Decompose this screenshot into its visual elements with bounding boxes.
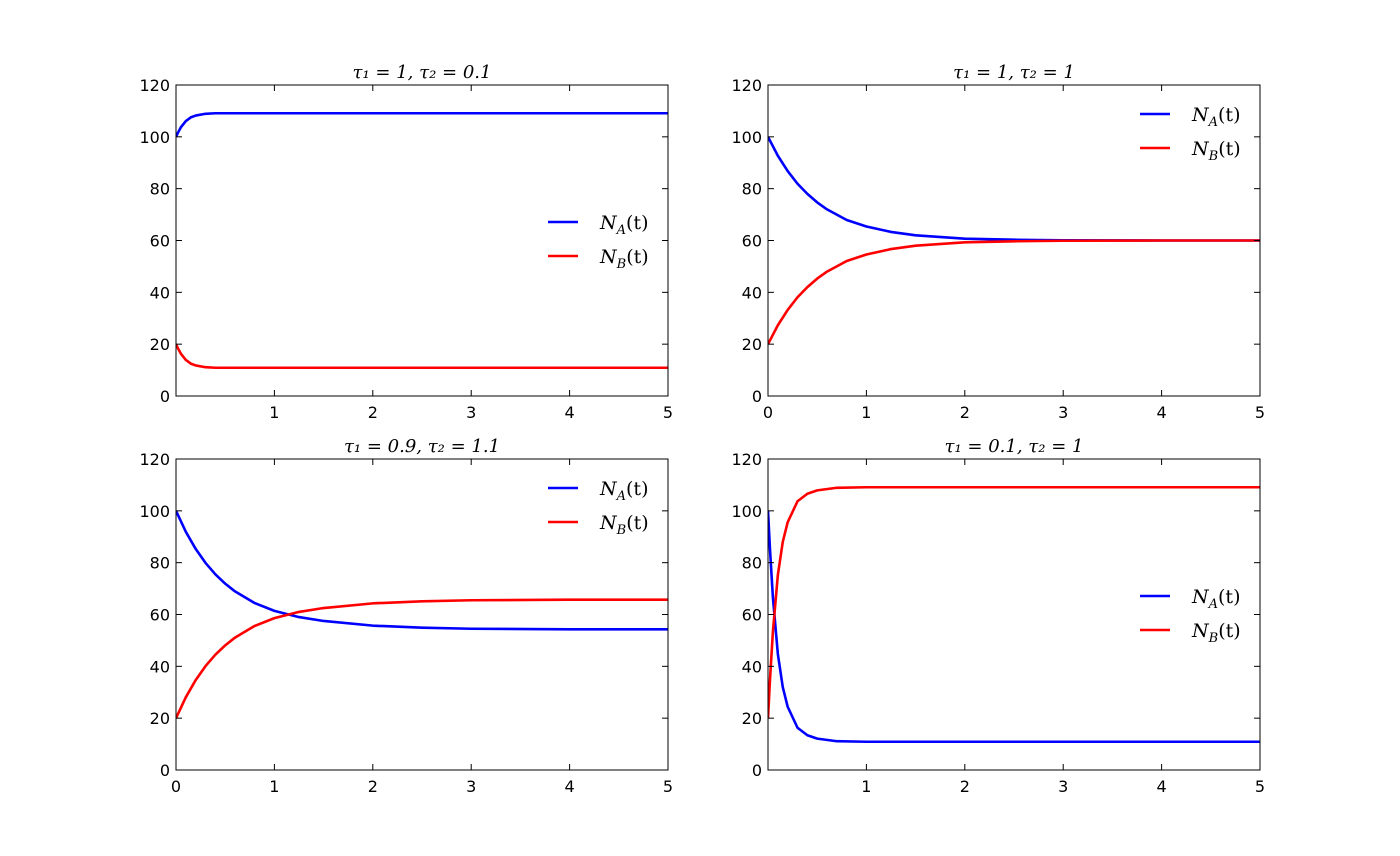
legend-label-na: NA(t) xyxy=(1191,104,1240,130)
y-tick-label: 40 xyxy=(150,283,170,302)
y-tick-label: 20 xyxy=(742,335,762,354)
series-line-nb xyxy=(176,598,668,719)
x-tick-label: 1 xyxy=(269,403,279,422)
y-tick-label: 60 xyxy=(742,606,762,625)
legend-label-nb: NB(t) xyxy=(599,512,649,538)
x-tick-label: 1 xyxy=(861,403,871,422)
y-tick-label: 0 xyxy=(752,761,762,780)
legend-label-na: NA(t) xyxy=(599,478,648,504)
y-tick-label: 20 xyxy=(150,709,170,728)
x-tick-label: 0 xyxy=(763,403,773,422)
subplot-4: τ₁ = 0.1, τ₂ = 1 1 2 3 4 5 0 20 40 60 80 100 120 NA(t… xyxy=(731,436,1265,796)
series-line-na xyxy=(176,510,668,631)
y-tick-label: 0 xyxy=(160,761,170,780)
y-tick-label: 120 xyxy=(731,450,762,469)
subplot-title: τ₁ = 1, τ₂ = 1 xyxy=(953,62,1075,83)
x-tick-label: 2 xyxy=(960,403,970,422)
x-tick-label: 5 xyxy=(1255,777,1265,796)
x-tick-label: 3 xyxy=(1058,777,1068,796)
legend-label-na: NA(t) xyxy=(599,212,648,238)
legend-label-nb: NB(t) xyxy=(1191,620,1241,646)
y-tick-label: 80 xyxy=(150,180,170,199)
legend-label-nb: NB(t) xyxy=(599,246,649,272)
subplot-title: τ₁ = 1, τ₂ = 0.1 xyxy=(353,62,492,83)
y-tick-label: 100 xyxy=(139,502,170,521)
y-tick-label: 40 xyxy=(742,283,762,302)
legend: NA(t) NB(t) xyxy=(548,212,649,272)
y-tick-label: 20 xyxy=(742,709,762,728)
y-tick-label: 40 xyxy=(742,657,762,676)
subplot-2: τ₁ = 1, τ₂ = 1 0 1 2 3 4 5 0 20 40 60 80 100 120 NA(t)… xyxy=(731,62,1265,422)
series-line-nb xyxy=(768,485,1260,719)
subplot-1: τ₁ = 1, τ₂ = 0.1 1 2 3 4 5 0 20 40 60 80 100 120 NA(t… xyxy=(139,62,673,422)
x-tick-label: 3 xyxy=(1058,403,1068,422)
x-tick-label: 4 xyxy=(1157,403,1167,422)
y-tick-label: 100 xyxy=(731,502,762,521)
y-tick-label: 20 xyxy=(150,335,170,354)
y-tick-label: 60 xyxy=(150,232,170,251)
legend: NA(t) NB(t) xyxy=(1140,586,1241,646)
x-tick-label: 5 xyxy=(1255,403,1265,422)
y-tick-label: 0 xyxy=(752,387,762,406)
x-tick-label: 5 xyxy=(663,403,673,422)
x-tick-label: 4 xyxy=(1157,777,1167,796)
y-tick-label: 120 xyxy=(731,76,762,95)
x-tick-label: 0 xyxy=(171,777,181,796)
y-tick-label: 120 xyxy=(139,450,170,469)
series-line-nb xyxy=(176,343,668,370)
y-tick-label: 40 xyxy=(150,657,170,676)
y-tick-label: 80 xyxy=(742,554,762,573)
x-tick-label: 1 xyxy=(861,777,871,796)
x-tick-label: 2 xyxy=(368,403,378,422)
legend-label-na: NA(t) xyxy=(1191,586,1240,612)
x-tick-label: 4 xyxy=(565,777,575,796)
legend: NA(t) NB(t) xyxy=(1140,104,1241,164)
x-tick-label: 3 xyxy=(466,777,476,796)
y-tick-label: 80 xyxy=(150,554,170,573)
y-tick-label: 120 xyxy=(139,76,170,95)
y-tick-label: 80 xyxy=(742,180,762,199)
x-tick-label: 5 xyxy=(663,777,673,796)
series-line-na xyxy=(176,111,668,138)
x-tick-label: 2 xyxy=(960,777,970,796)
y-tick-label: 60 xyxy=(742,232,762,251)
subplot-title: τ₁ = 0.1, τ₂ = 1 xyxy=(945,436,1084,457)
subplot-title: τ₁ = 0.9, τ₂ = 1.1 xyxy=(344,436,500,457)
y-tick-label: 0 xyxy=(160,387,170,406)
x-tick-label: 2 xyxy=(368,777,378,796)
x-tick-label: 3 xyxy=(466,403,476,422)
subplot-3: τ₁ = 0.9, τ₂ = 1.1 0 1 2 3 4 5 0 20 40 60 80 100 120 N… xyxy=(139,436,673,796)
legend: NA(t) NB(t) xyxy=(548,478,649,538)
x-tick-label: 1 xyxy=(269,777,279,796)
y-tick-label: 100 xyxy=(139,128,170,147)
x-tick-label: 4 xyxy=(565,403,575,422)
y-tick-label: 60 xyxy=(150,606,170,625)
y-tick-label: 100 xyxy=(731,128,762,147)
series-line-nb xyxy=(768,239,1260,345)
legend-label-nb: NB(t) xyxy=(1191,138,1241,164)
